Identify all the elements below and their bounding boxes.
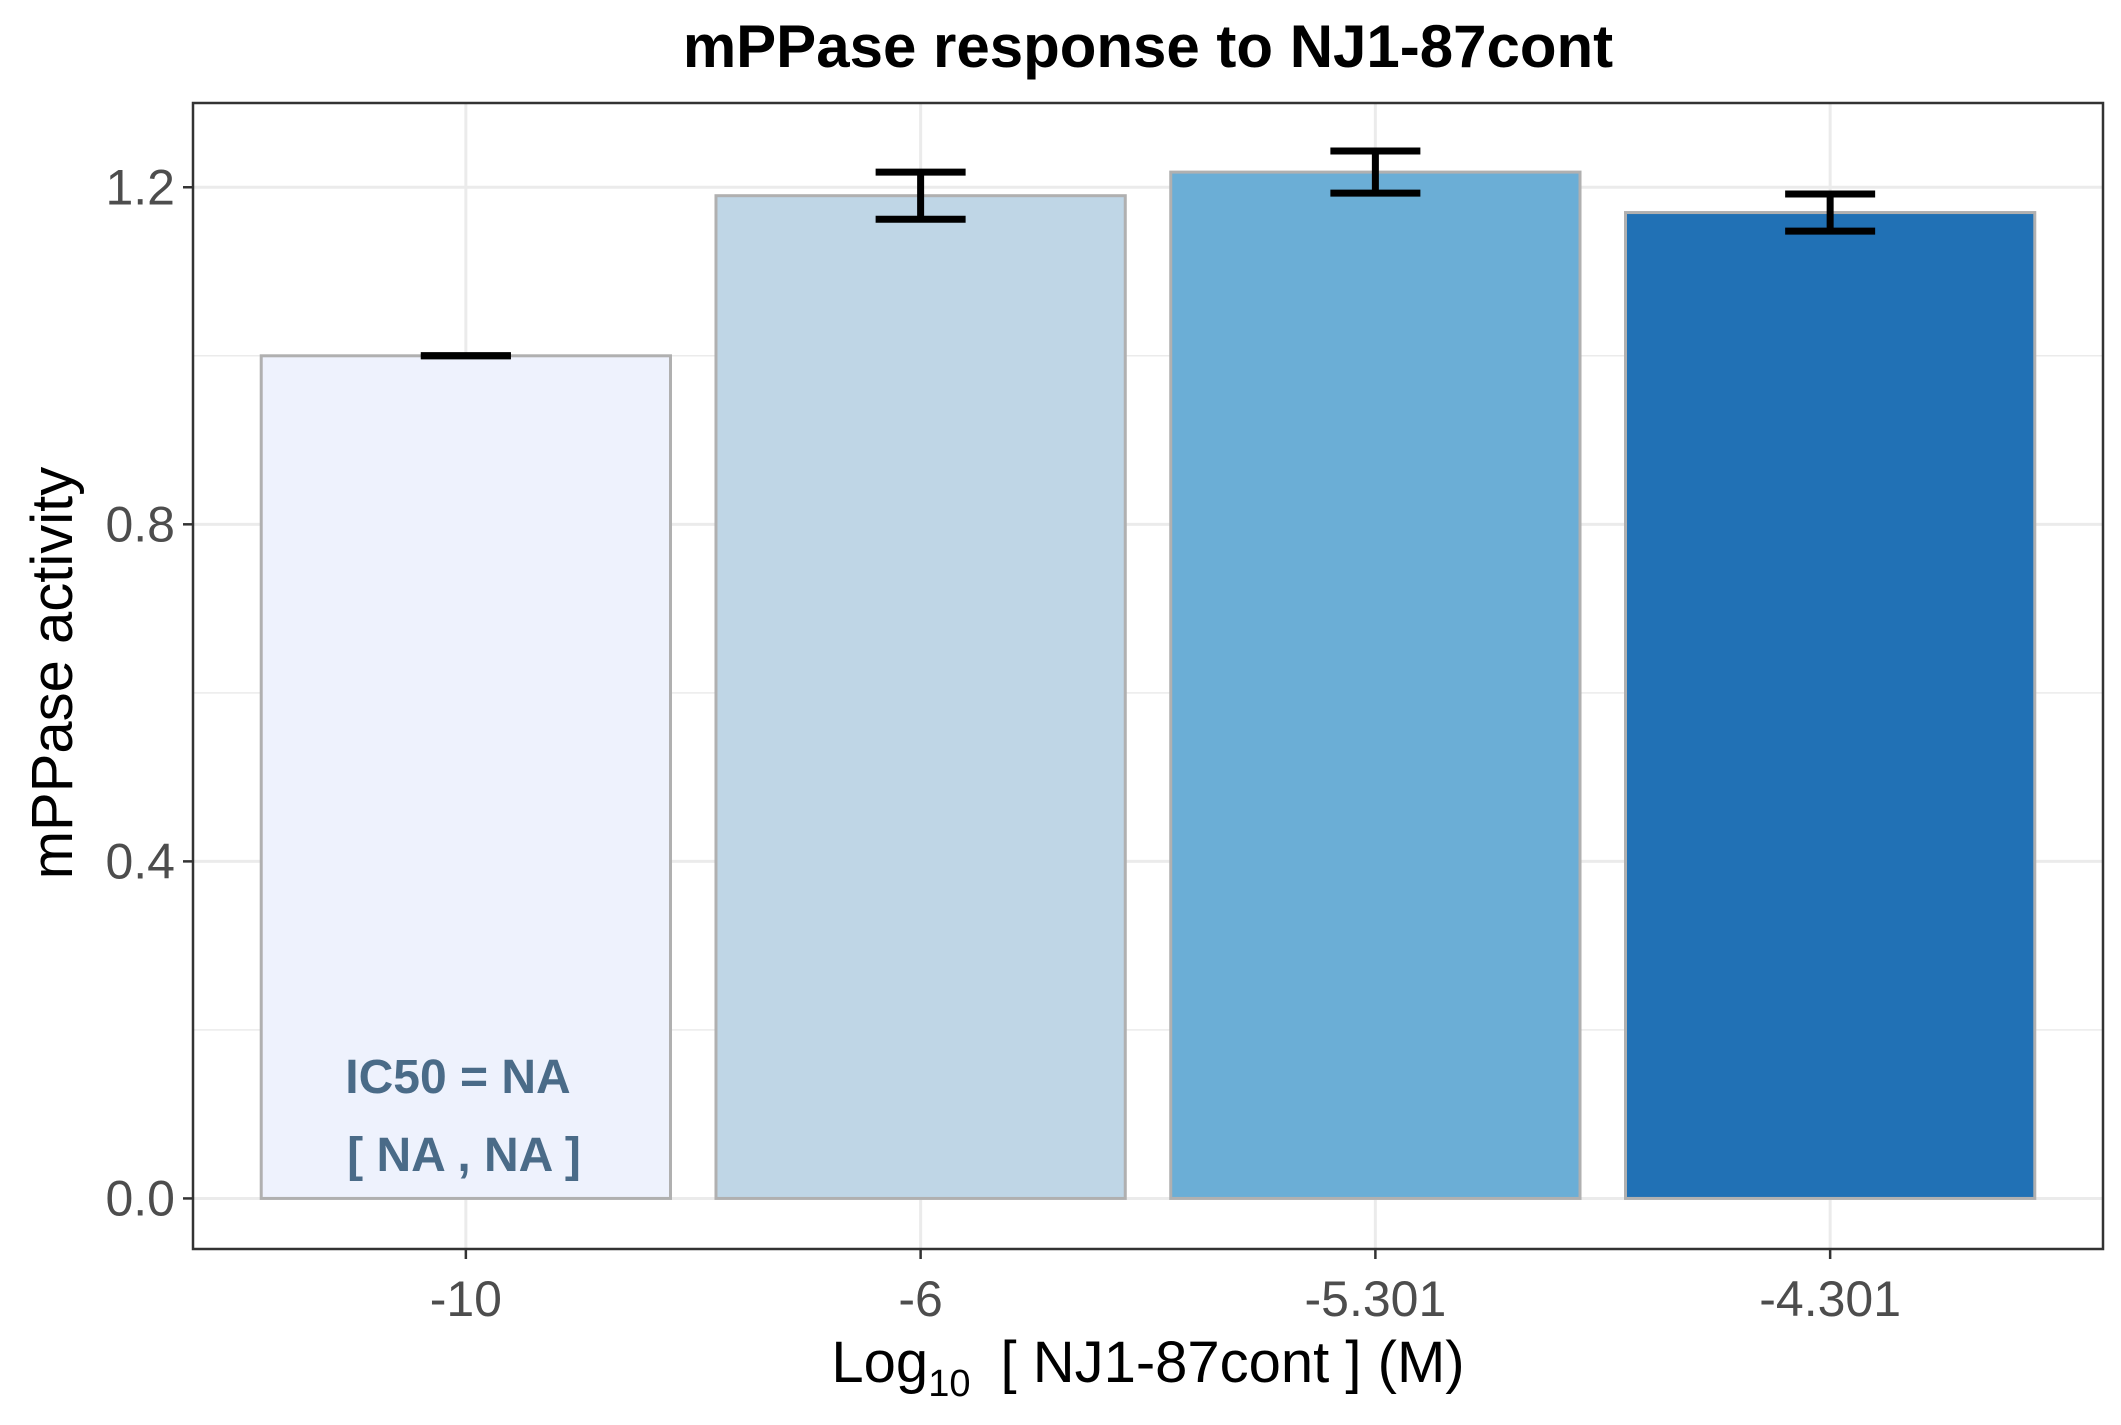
bar--6 <box>714 194 1127 1200</box>
y-tick-label: 1.2 <box>105 159 175 215</box>
y-tick-label: 0.4 <box>105 833 175 889</box>
plot-panel-border <box>191 101 2105 1251</box>
x-tick-label: -6 <box>898 1271 942 1327</box>
ic50-interval-annotation: [ NA , NA ] <box>347 1129 581 1182</box>
chart-title: mPPase response to NJ1-87cont <box>683 13 1613 80</box>
x-axis-ticks: -10 -6 -5.301 -4.301 <box>430 1249 1901 1327</box>
bar--10 <box>259 354 672 1200</box>
y-tick-label: 0.8 <box>105 496 175 552</box>
x-axis-title-suffix: [ NJ1-87cont ] (M) <box>1000 1330 1464 1395</box>
error-bar--4.301 <box>1785 190 1876 235</box>
x-axis-title-prefix: Log <box>831 1330 928 1395</box>
x-axis-title-subscript: 10 <box>928 1363 970 1405</box>
bar--4.301 <box>1624 211 2037 1200</box>
x-tick-label: -5.301 <box>1304 1271 1446 1327</box>
x-tick-label: -10 <box>430 1271 502 1327</box>
x-axis-title: Log10 [ NJ1-87cont ] (M) <box>831 1330 1464 1405</box>
error-bars <box>420 147 1876 360</box>
error-bar--5.301 <box>1330 147 1421 197</box>
y-axis-ticks: 0.0 0.4 0.8 1.2 <box>105 159 193 1226</box>
x-tick-label: -4.301 <box>1759 1271 1901 1327</box>
bars <box>259 170 2037 1200</box>
bar--5.301 <box>1169 170 1582 1200</box>
ic50-annotation: IC50 = NA <box>345 1051 570 1104</box>
error-bar--6 <box>875 168 966 223</box>
y-axis-title: mPPase activity <box>20 467 85 880</box>
y-tick-label: 0.0 <box>105 1170 175 1226</box>
